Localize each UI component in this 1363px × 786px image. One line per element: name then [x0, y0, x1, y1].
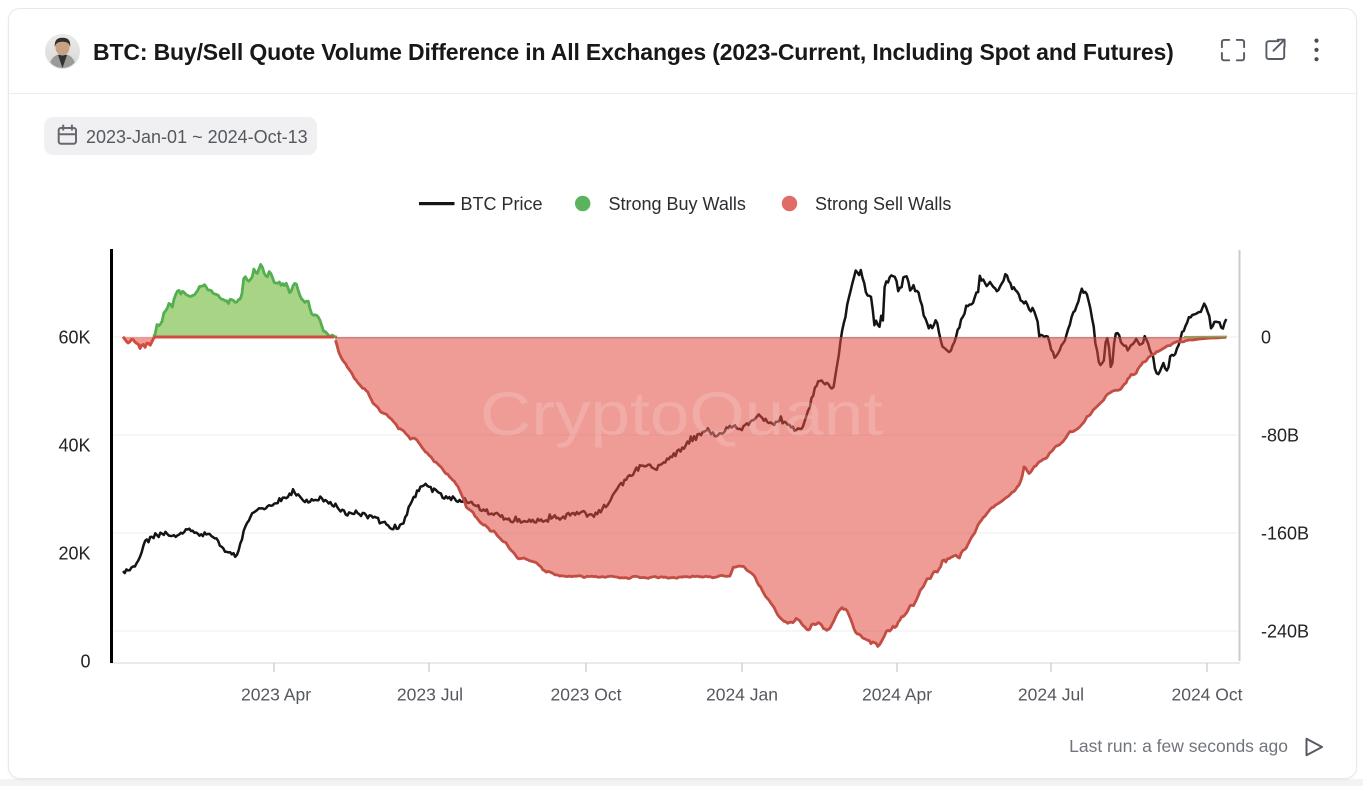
svg-text:60K: 60K — [58, 328, 90, 348]
svg-text:2024 Jul: 2024 Jul — [1018, 685, 1084, 705]
svg-text:CryptoQuant: CryptoQuant — [480, 380, 883, 448]
svg-text:2023 Apr: 2023 Apr — [241, 685, 311, 705]
svg-text:2023 Jul: 2023 Jul — [397, 685, 463, 705]
svg-text:20K: 20K — [58, 544, 90, 564]
svg-text:2023 Oct: 2023 Oct — [550, 685, 621, 705]
svg-text:-240B: -240B — [1261, 622, 1309, 642]
svg-text:2024 Apr: 2024 Apr — [862, 685, 932, 705]
svg-text:2024 Jan: 2024 Jan — [706, 685, 778, 705]
svg-text:0: 0 — [80, 652, 90, 672]
svg-text:-80B: -80B — [1261, 426, 1299, 446]
svg-text:40K: 40K — [58, 436, 90, 456]
svg-text:0: 0 — [1261, 328, 1271, 348]
svg-text:2024 Oct: 2024 Oct — [1171, 685, 1242, 705]
svg-text:-160B: -160B — [1261, 524, 1309, 544]
